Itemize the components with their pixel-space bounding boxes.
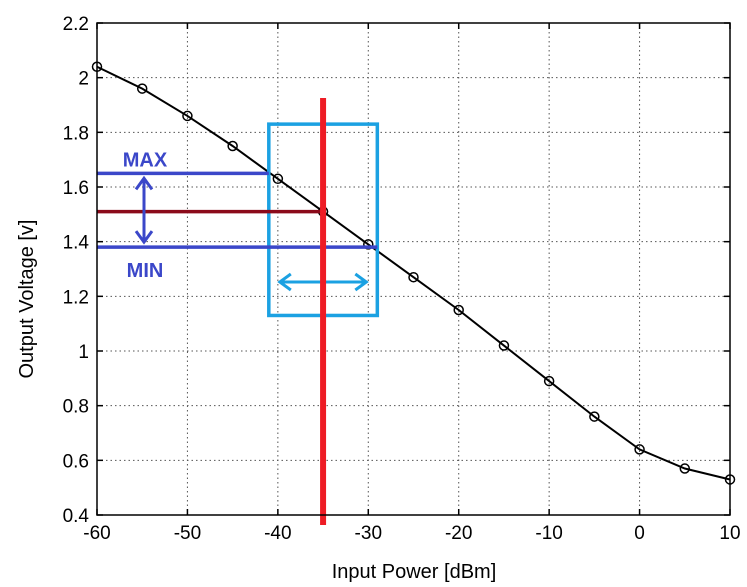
y-tick-label: 0.6	[63, 451, 89, 472]
data-point	[453, 304, 464, 316]
grid-layer	[97, 23, 730, 515]
max-label: MAX	[123, 149, 168, 171]
data-point	[136, 83, 148, 94]
y-tick-label: 2	[78, 69, 89, 90]
y-tick-label: 1	[78, 342, 89, 363]
series-line	[96, 65, 731, 481]
data-point	[679, 463, 691, 474]
x-tick-label: -40	[264, 523, 291, 544]
output-arrow-head-up	[134, 175, 154, 191]
x-tick-label: -30	[355, 523, 382, 544]
data-point	[408, 271, 419, 283]
x-tick-label: -50	[174, 523, 201, 544]
plot-frame	[96, 22, 731, 516]
data-point	[272, 173, 284, 185]
y-tick-label: 1.4	[63, 233, 90, 254]
y-tick-label: 1.8	[63, 123, 89, 144]
data-point	[498, 340, 510, 351]
data-point	[543, 375, 555, 387]
x-tick-label: 10	[719, 523, 740, 544]
x-tick-label: -60	[83, 523, 110, 544]
data-point	[227, 140, 238, 152]
x-tick-label: -10	[535, 523, 562, 544]
x-tick-label: 0	[634, 523, 645, 544]
axes-layer: -60 -50 -40 -30 -20 -10 0 10 0.4 0.6 0.8 1 1.2 1.4 1.6…	[63, 14, 741, 544]
annotation-layer: MAX MIN	[97, 98, 380, 525]
input-arrow-head-left	[277, 272, 292, 292]
data-point	[589, 411, 600, 422]
data-point	[634, 444, 645, 455]
labels-layer: Input Power [dBm] Output Voltage [v]	[16, 220, 497, 584]
y-tick-label: 1.2	[63, 287, 89, 308]
x-axis-label: Input Power [dBm]	[332, 561, 497, 582]
y-tick-label: 0.4	[63, 506, 90, 527]
y-tick-label: 0.8	[63, 397, 89, 418]
y-tick-label: 2.2	[63, 14, 89, 35]
y-tick-label: 1.6	[63, 178, 89, 199]
min-label: MIN	[127, 260, 164, 282]
data-point	[182, 110, 193, 122]
output-arrow-head-down	[134, 230, 154, 245]
data-point	[363, 239, 374, 250]
input-arrow-head-right	[354, 272, 369, 292]
y-axis-label: Output Voltage [v]	[16, 220, 38, 379]
x-tick-label: -20	[445, 523, 472, 544]
